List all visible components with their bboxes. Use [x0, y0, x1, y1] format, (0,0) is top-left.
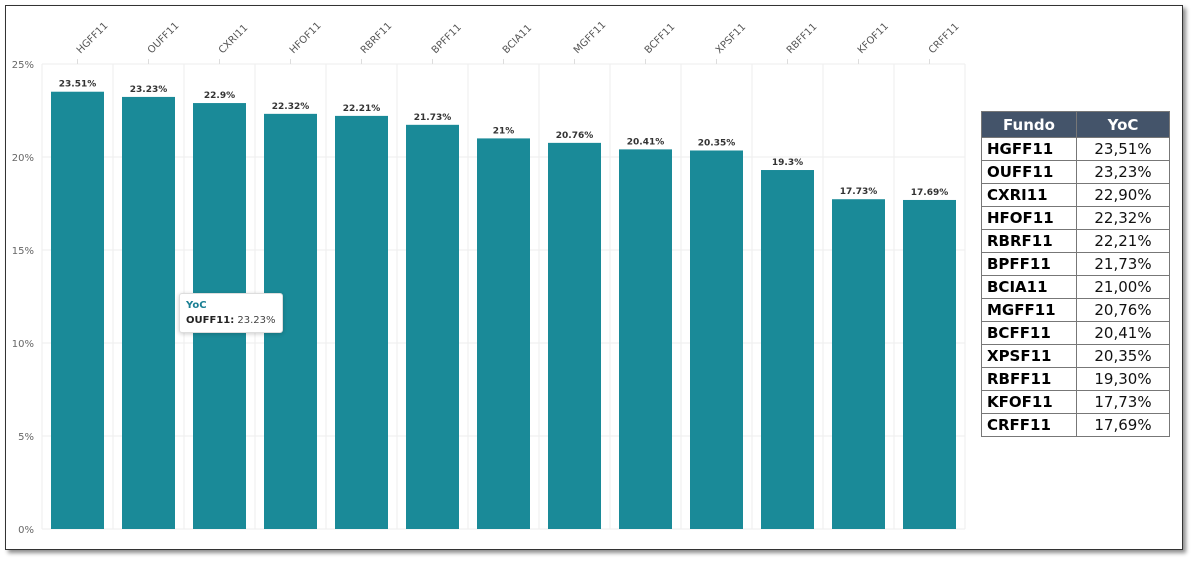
table-row: BCIA11 21,00% [981, 275, 1170, 299]
yoc-cell: 21,00% [1076, 275, 1170, 299]
x-tick-label: HGFF11 [75, 20, 111, 56]
yoc-cell: 19,30% [1076, 367, 1170, 391]
x-tick-label: RBRF11 [359, 21, 395, 57]
data-label: 23.23% [130, 85, 168, 95]
data-label: 20.76% [556, 131, 594, 141]
data-label: 22.21% [343, 104, 381, 114]
y-tick-label: 0% [18, 525, 34, 536]
data-label: 21% [493, 126, 515, 136]
data-label: 19.3% [772, 158, 803, 168]
x-tick-label: OUFF11 [146, 20, 182, 56]
table-row: BCFF11 20,41% [981, 321, 1170, 345]
fund-cell: RBFF11 [981, 367, 1077, 391]
table-row: BPFF11 21,73% [981, 252, 1170, 276]
yoc-cell: 20,76% [1076, 298, 1170, 322]
tooltip-key: OUFF11: [186, 315, 235, 326]
tooltip-title: YoC [186, 300, 207, 311]
x-tick-label: CRFF11 [927, 21, 962, 56]
data-label: 22.9% [204, 91, 235, 101]
fund-cell: CRFF11 [981, 413, 1077, 437]
fund-cell: BPFF11 [981, 252, 1077, 276]
bar [335, 115, 388, 530]
data-label: 20.41% [627, 137, 665, 147]
table-row: RBRF11 22,21% [981, 229, 1170, 253]
y-tick-label: 15% [12, 246, 34, 257]
fund-cell: CXRI11 [981, 183, 1077, 207]
bar [51, 91, 104, 530]
bar [406, 124, 459, 530]
x-tick-label: BCFF11 [643, 22, 678, 57]
table-row: RBFF11 19,30% [981, 367, 1170, 391]
header-fundo: Fundo [981, 111, 1077, 138]
bar [122, 96, 175, 529]
y-tick-label: 25% [12, 60, 34, 71]
x-tick-label: KFOF11 [856, 21, 891, 56]
fund-cell: KFOF11 [981, 390, 1077, 414]
bar [619, 149, 672, 529]
table-row: HGFF11 23,51% [981, 137, 1170, 161]
bar [903, 199, 956, 529]
fund-cell: XPSF11 [981, 344, 1077, 368]
y-tick-label: 20% [12, 153, 34, 164]
x-tick-label: CXRI11 [217, 23, 251, 57]
y-tick-label: 10% [12, 339, 34, 350]
table-row: KFOF11 17,73% [981, 390, 1170, 414]
yoc-cell: 23,51% [1076, 137, 1170, 161]
table-row: HFOF11 22,32% [981, 206, 1170, 230]
table-row: CXRI11 22,90% [981, 183, 1170, 207]
yoc-cell: 22,32% [1076, 206, 1170, 230]
fund-cell: MGFF11 [981, 298, 1077, 322]
bar [548, 142, 601, 529]
x-tick-label: XPSF11 [714, 22, 748, 56]
bar [832, 199, 885, 530]
table-row: CRFF11 17,69% [981, 413, 1170, 437]
yoc-cell: 23,23% [1076, 160, 1170, 184]
fund-cell: BCFF11 [981, 321, 1077, 345]
data-label: 21.73% [414, 113, 452, 123]
bar [761, 170, 814, 529]
x-tick-label: RBFF11 [785, 21, 820, 56]
yoc-cell: 17,69% [1076, 413, 1170, 437]
tooltip-value: 23.23% [237, 315, 276, 326]
fund-cell: RBRF11 [981, 229, 1077, 253]
bar [690, 150, 743, 530]
table-row: MGFF11 20,76% [981, 298, 1170, 322]
fund-cell: HGFF11 [981, 137, 1077, 161]
fund-cell: HFOF11 [981, 206, 1077, 230]
table-row: XPSF11 20,35% [981, 344, 1170, 368]
data-label: 22.32% [272, 102, 310, 112]
yoc-cell: 21,73% [1076, 252, 1170, 276]
yoc-cell: 20,35% [1076, 344, 1170, 368]
data-label: 17.73% [840, 187, 878, 197]
x-tick-label: BCIA11 [501, 23, 534, 56]
data-label: 23.51% [59, 80, 97, 90]
yoc-cell: 17,73% [1076, 390, 1170, 414]
x-tick-label: MGFF11 [572, 20, 608, 56]
y-tick-label: 5% [18, 432, 34, 443]
bar [477, 138, 530, 529]
data-label: 20.35% [698, 138, 736, 148]
header-yoc: YoC [1076, 111, 1170, 138]
table-row: OUFF11 23,23% [981, 160, 1170, 184]
yoc-cell: 22,90% [1076, 183, 1170, 207]
yoc-cell: 20,41% [1076, 321, 1170, 345]
data-label: 17.69% [911, 188, 949, 198]
fund-cell: BCIA11 [981, 275, 1077, 299]
yoc-table: Fundo YoC HGFF11 23,51% OUFF11 23,23% CXRI11… [981, 111, 1170, 437]
tooltip: YoC OUFF11: 23.23% [179, 293, 283, 333]
x-tick-label: HFOF11 [288, 20, 324, 56]
fund-cell: OUFF11 [981, 160, 1077, 184]
yoc-cell: 22,21% [1076, 229, 1170, 253]
x-tick-label: BPFF11 [430, 22, 464, 56]
